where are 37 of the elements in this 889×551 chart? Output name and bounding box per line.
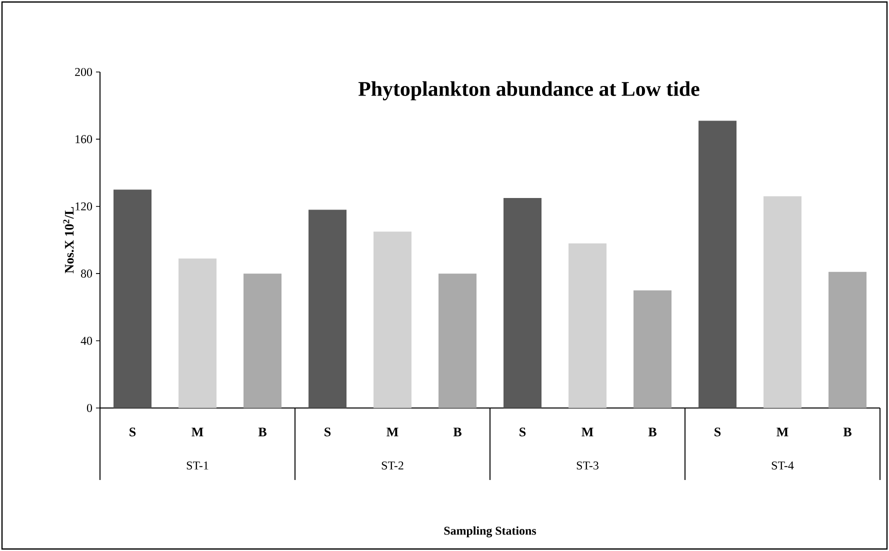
x-tick-label: ST-4 — [772, 462, 794, 470]
y-tick-label: 0 — [86, 404, 92, 412]
bar — [504, 198, 542, 408]
text: M — [386, 428, 398, 436]
text: B — [843, 428, 852, 436]
text: B — [648, 428, 656, 436]
bar — [244, 274, 282, 408]
bar — [764, 196, 802, 408]
series-label: S — [130, 428, 136, 436]
x-tick-label: ST-2 — [382, 462, 404, 470]
text: S — [714, 428, 721, 436]
text: S — [324, 428, 331, 436]
x-axis-title: Sampling Stations — [444, 526, 536, 538]
text: M — [776, 428, 788, 436]
series-label: M — [192, 428, 204, 436]
chart-title: Phytoplankton abundance at Low tide — [358, 81, 700, 100]
text: B — [453, 428, 462, 436]
bar — [828, 272, 867, 408]
bar — [114, 190, 152, 408]
text: M — [582, 428, 594, 436]
bar — [308, 210, 347, 408]
y-tick-label: 160 — [76, 135, 92, 144]
bar — [634, 290, 672, 408]
series-label: B — [258, 428, 266, 436]
x-tick-label: ST-1 — [186, 462, 208, 470]
x-tick-label: ST-3 — [576, 462, 598, 470]
bar — [178, 258, 217, 408]
y-tick-label: 80 — [80, 270, 92, 278]
bar — [438, 274, 477, 408]
y-tick-label: 120 — [76, 202, 92, 210]
y-tick-label: 200 — [75, 68, 92, 76]
text: S — [520, 428, 526, 436]
y-axis-title: Nos.X 10$^{2}$/L — [63, 207, 74, 274]
bar — [568, 243, 607, 408]
bar — [698, 120, 737, 408]
y-tick-label: 40 — [80, 336, 92, 345]
bar — [374, 232, 412, 408]
